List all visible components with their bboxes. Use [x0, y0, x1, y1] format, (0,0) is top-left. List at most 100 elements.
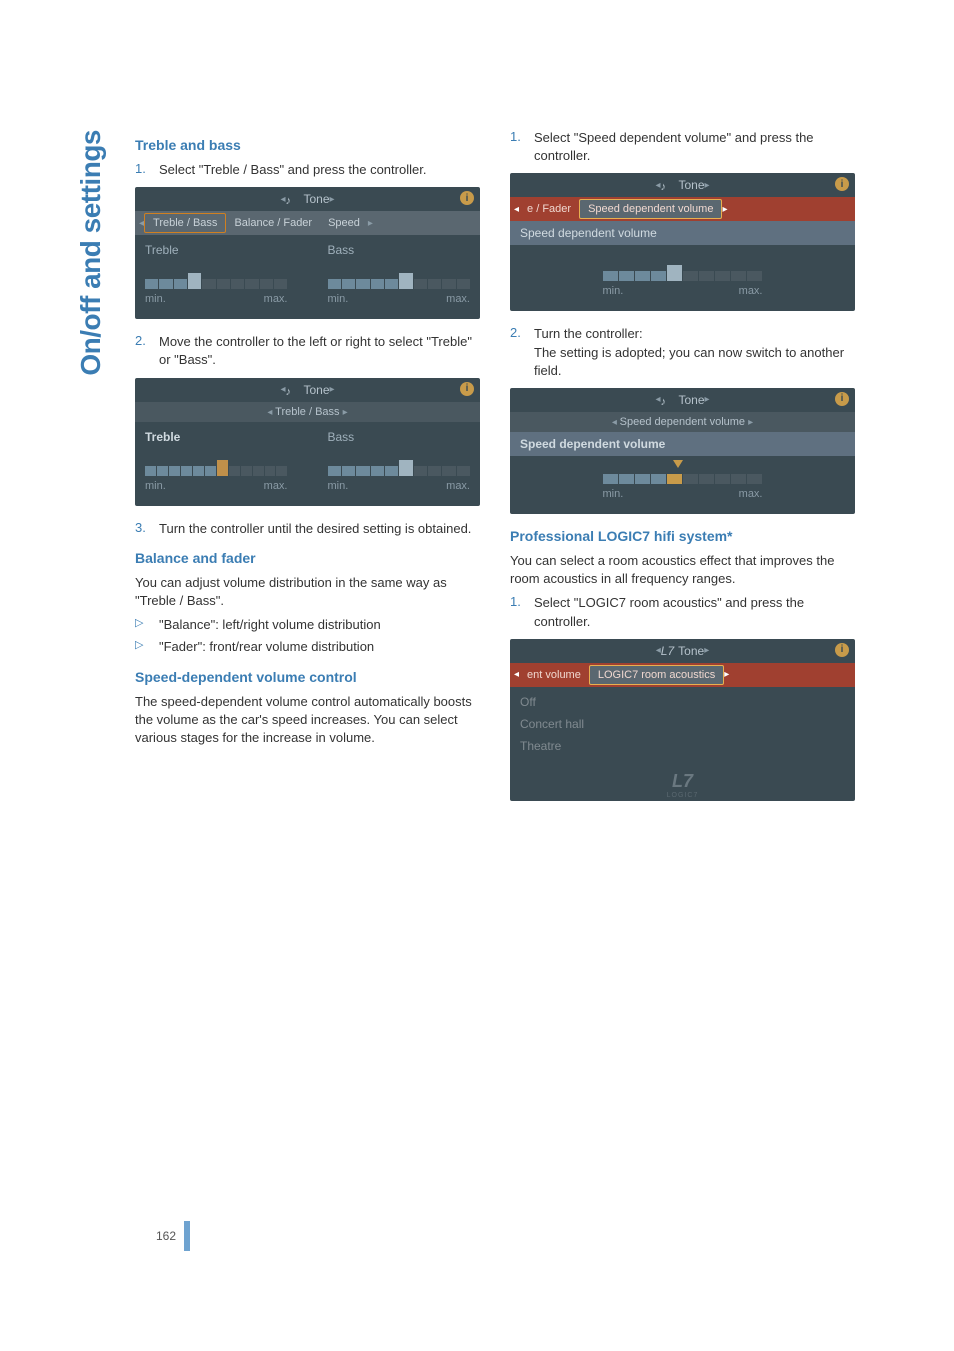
step-number: 2.	[510, 325, 524, 380]
step-text: Select "Treble / Bass" and press the con…	[159, 161, 480, 179]
step-text: Move the controller to the left or right…	[159, 333, 480, 369]
step-text: Turn the controller: The setting is adop…	[534, 325, 855, 380]
arrow-left-icon: ◂	[267, 407, 275, 418]
step-1: 1. Select "Treble / Bass" and press the …	[135, 161, 480, 179]
bullet-balance: ▷ "Balance": left/right volume distribut…	[135, 616, 480, 634]
page-bar-icon	[184, 1221, 190, 1251]
screen-title: Tone	[678, 393, 704, 407]
left-column: Treble and bass 1. Select "Treble / Bass…	[135, 125, 480, 815]
heading-treble-bass: Treble and bass	[135, 137, 480, 153]
paragraph: You can select a room acoustics effect t…	[510, 552, 855, 588]
treble-label: Treble	[145, 430, 288, 444]
min-label: min.	[145, 293, 166, 305]
option-concert-hall[interactable]: Concert hall	[520, 713, 845, 735]
paragraph: You can adjust volume distribution in th…	[135, 574, 480, 610]
step-number: 1.	[135, 161, 149, 179]
step-number: 2.	[135, 333, 149, 369]
min-label: min.	[603, 285, 624, 297]
arrow-right-icon: ▸	[330, 384, 335, 395]
right-column: 1. Select "Speed dependent volume" and p…	[510, 125, 855, 815]
bass-slider[interactable]	[328, 462, 471, 476]
screen-title: Tone	[303, 383, 329, 397]
arrow-left-icon: ◂	[612, 417, 620, 428]
tab-ent-volume[interactable]: ent volume	[519, 666, 589, 684]
min-label: min.	[328, 293, 349, 305]
bullet-fader: ▷ "Fader": front/rear volume distributio…	[135, 638, 480, 656]
step-2: 2. Turn the controller: The setting is a…	[510, 325, 855, 380]
triangle-icon: ▷	[135, 616, 149, 634]
tab-balance-fader[interactable]: Balance / Fader	[226, 214, 320, 232]
tab-arrow-right-icon: ▸	[724, 669, 729, 680]
arrow-right-icon: ▸	[705, 394, 710, 405]
tab-arrow-right-icon: ▸	[722, 204, 727, 215]
arrow-right-icon: ▸	[343, 407, 348, 418]
tone-icon	[285, 193, 303, 205]
speed-vol-label: Speed dependent volume	[510, 432, 855, 456]
screenshot-logic7: ◂ L7 Tone ▸ i ◂ ent volume LOGIC7 room a…	[510, 639, 855, 801]
max-label: max.	[264, 293, 288, 305]
step-1: 1. Select "Speed dependent volume" and p…	[510, 129, 855, 165]
tab-logic7-room[interactable]: LOGIC7 room acoustics	[589, 665, 724, 685]
min-label: min.	[603, 488, 624, 500]
tab-arrow-right-icon: ▸	[368, 218, 373, 229]
screenshot-tone-treble: ◂ Tone ▸ i ◂ Treble / Bass ▸ Treble	[135, 378, 480, 506]
tab-treble-bass[interactable]: Treble / Bass	[144, 213, 226, 233]
logic7-icon: L7	[661, 644, 674, 658]
speed-vol-slider[interactable]	[603, 267, 763, 281]
bass-slider[interactable]	[328, 275, 471, 289]
screenshot-speed-vol-tabs: ◂ Tone ▸ i ◂ e / Fader Speed dependent v…	[510, 173, 855, 311]
tab-speed-vol[interactable]: Speed dependent volume	[579, 199, 722, 219]
screen-title: Tone	[303, 192, 329, 206]
max-label: max.	[739, 488, 763, 500]
max-label: max.	[446, 293, 470, 305]
screenshot-speed-vol-selected: ◂ Tone ▸ i ◂ Speed dependent volume ▸ Sp…	[510, 388, 855, 514]
max-label: max.	[739, 285, 763, 297]
option-off[interactable]: Off	[520, 691, 845, 713]
bullet-text: "Fader": front/rear volume distribution	[159, 638, 374, 656]
step-text: Turn the controller until the desired se…	[159, 520, 480, 538]
logic7-sublabel: LOGIC7	[510, 792, 855, 799]
page-footer: 162	[156, 1221, 190, 1251]
screen-title: Tone	[678, 178, 704, 192]
speed-vol-slider[interactable]	[603, 470, 763, 484]
step-text: Select "LOGIC7 room acoustics" and press…	[534, 594, 855, 630]
sidebar-tab: On/off and settings	[75, 130, 107, 376]
step-2: 2. Move the controller to the left or ri…	[135, 333, 480, 369]
step-1-logic7: 1. Select "LOGIC7 room acoustics" and pr…	[510, 594, 855, 630]
option-theatre[interactable]: Theatre	[520, 735, 845, 757]
arrow-right-icon: ▸	[704, 645, 709, 656]
step-number: 1.	[510, 594, 524, 630]
step-number: 1.	[510, 129, 524, 165]
screenshot-tone-tabs: ◂ Tone ▸ i ◂ Treble / Bass Balance / Fad…	[135, 187, 480, 319]
info-icon: i	[460, 382, 474, 396]
min-label: min.	[145, 480, 166, 492]
max-label: max.	[264, 480, 288, 492]
tab-speed[interactable]: Speed	[320, 214, 368, 232]
step-3: 3. Turn the controller until the desired…	[135, 520, 480, 538]
tone-icon	[660, 394, 678, 406]
info-icon: i	[835, 177, 849, 191]
triangle-icon: ▷	[135, 638, 149, 656]
arrow-right-icon: ▸	[748, 417, 753, 428]
bass-label: Bass	[328, 243, 471, 257]
step-text: Select "Speed dependent volume" and pres…	[534, 129, 855, 165]
treble-label: Treble	[145, 243, 288, 257]
subheader-label: Treble / Bass	[275, 406, 339, 418]
bullet-text: "Balance": left/right volume distributio…	[159, 616, 381, 634]
speed-vol-label: Speed dependent volume	[510, 221, 855, 245]
heading-balance-fader: Balance and fader	[135, 550, 480, 566]
tab-e-fader[interactable]: e / Fader	[519, 200, 579, 218]
tone-icon	[285, 384, 303, 396]
heading-speed-volume: Speed-dependent volume control	[135, 669, 480, 685]
heading-logic7: Professional LOGIC7 hifi system*	[510, 528, 855, 544]
treble-slider[interactable]	[145, 462, 288, 476]
paragraph: The speed-dependent volume control autom…	[135, 693, 480, 748]
page-number: 162	[156, 1229, 176, 1243]
info-icon: i	[460, 191, 474, 205]
arrow-right-icon: ▸	[705, 180, 710, 191]
info-icon: i	[835, 392, 849, 406]
min-label: min.	[328, 480, 349, 492]
bass-label: Bass	[328, 430, 471, 444]
subheader-label: Speed dependent volume	[620, 416, 745, 428]
treble-slider[interactable]	[145, 275, 288, 289]
